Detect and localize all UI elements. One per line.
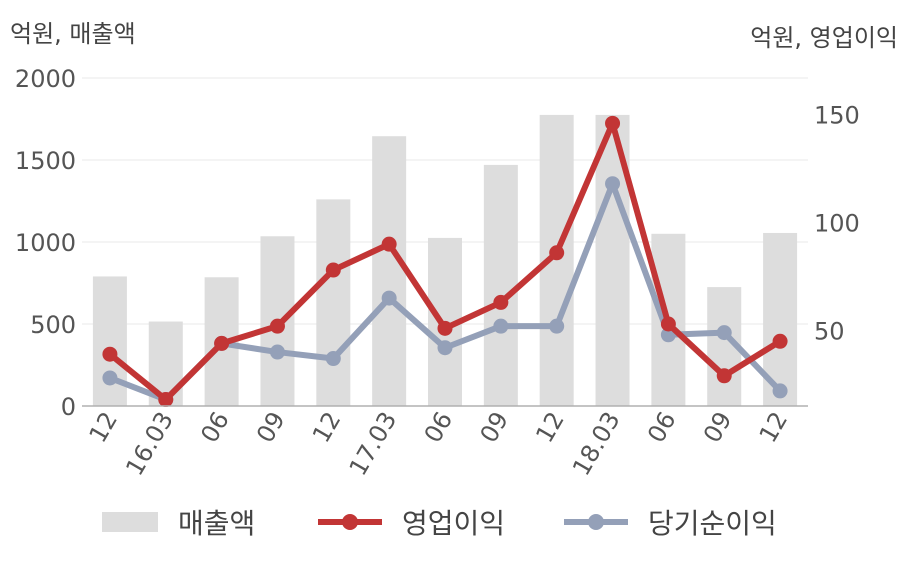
line-series — [102, 115, 788, 408]
data-point — [716, 325, 732, 341]
data-point — [772, 333, 788, 349]
bar — [92, 276, 127, 406]
x-tick-label: 09 — [475, 407, 515, 447]
right-axis-unit: 억원, 영업이익 — [750, 24, 898, 52]
data-point — [493, 318, 509, 334]
data-point — [269, 344, 285, 360]
data-point — [605, 115, 621, 131]
data-point — [437, 340, 453, 356]
bar-series — [92, 114, 798, 407]
data-point — [381, 290, 397, 306]
legend-swatch-line — [318, 514, 382, 530]
data-point — [158, 392, 174, 408]
data-point — [549, 245, 565, 261]
x-tick-label: 12 — [307, 407, 347, 447]
bar — [316, 199, 351, 406]
left-axis-unit: 억원, 매출액 — [10, 20, 136, 48]
y-right-tick-label: 50 — [814, 317, 845, 345]
y-left-tick-label: 0 — [61, 393, 76, 421]
x-tick-label: 16.03 — [120, 407, 179, 481]
x-tick-label: 12 — [754, 407, 794, 447]
x-tick-label: 09 — [698, 407, 738, 447]
legend-item-net-income: 당기순이익 — [564, 500, 777, 544]
data-point — [381, 236, 397, 252]
data-point — [214, 335, 230, 351]
y-right-tick-label: 150 — [814, 102, 860, 130]
x-tick-label: 09 — [251, 407, 291, 447]
data-point — [102, 370, 118, 386]
x-tick-label: 06 — [419, 407, 459, 447]
data-point — [437, 320, 453, 336]
legend-swatch-bar — [102, 512, 158, 532]
x-tick-label: 17.03 — [344, 407, 403, 481]
y-left-tick-label: 1500 — [15, 147, 76, 175]
data-point — [605, 176, 621, 192]
data-point — [716, 368, 732, 384]
legend-label: 당기순이익 — [648, 507, 777, 540]
data-point — [493, 294, 509, 310]
data-point — [660, 316, 676, 332]
x-tick-label: 06 — [195, 407, 235, 447]
y-right-tick-label: 100 — [814, 210, 860, 238]
data-point — [325, 351, 341, 367]
data-point — [772, 383, 788, 399]
data-point — [325, 262, 341, 278]
y-left-tick-label: 500 — [30, 311, 76, 339]
y-left-tick-label: 2000 — [15, 65, 76, 93]
legend-item-operating-profit: 영업이익 — [318, 500, 505, 544]
legend-swatch-line — [564, 514, 628, 530]
legend: 매출액 영업이익 당기순이익 — [0, 500, 908, 550]
bar — [483, 164, 518, 406]
bar — [372, 136, 407, 406]
x-tick-label: 18.03 — [567, 407, 626, 481]
data-point — [549, 318, 565, 334]
data-point — [102, 346, 118, 362]
x-tick-label: 06 — [642, 407, 682, 447]
legend-label: 영업이익 — [402, 507, 506, 540]
x-tick-label: 12 — [530, 407, 570, 447]
x-tick-label: 12 — [84, 407, 124, 447]
y-left-tick-label: 1000 — [15, 229, 76, 257]
data-point — [269, 318, 285, 334]
legend-label: 매출액 — [178, 507, 256, 540]
legend-item-sales: 매출액 — [102, 500, 255, 544]
